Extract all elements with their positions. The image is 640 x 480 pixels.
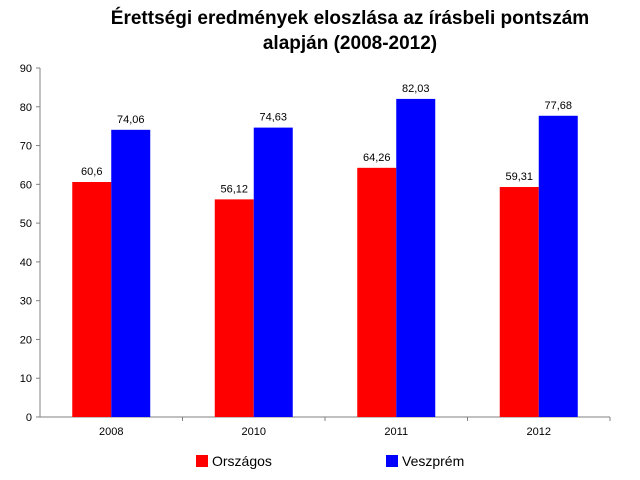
- y-tick-label: 50: [20, 218, 32, 230]
- y-tick-label: 40: [20, 257, 32, 269]
- data-label: 64,26: [363, 152, 391, 164]
- bar-orszagos-2012: [499, 187, 539, 417]
- bar-veszprem-2008: [111, 129, 151, 418]
- bar-veszprem-2011: [396, 98, 436, 418]
- data-label: 59,31: [505, 171, 533, 183]
- data-label: 60,6: [81, 166, 102, 178]
- legend: Országos Veszprém: [0, 453, 640, 473]
- legend-label-veszprem: Veszprém: [402, 453, 465, 469]
- y-tick-label: 30: [20, 296, 32, 308]
- legend-swatch-orszagos: [196, 455, 208, 467]
- bar-orszagos-2010: [214, 199, 254, 417]
- data-label: 56,12: [220, 183, 248, 195]
- data-label: 77,68: [544, 100, 572, 112]
- x-tick-label: 2010: [242, 426, 266, 438]
- chart-title-line-2: alapján (2008-2012): [262, 33, 438, 54]
- bar-veszprem-2010: [253, 127, 293, 418]
- bar-orszagos-2008: [72, 182, 112, 417]
- y-tick-label: 10: [20, 373, 32, 385]
- legend-item-orszagos: Országos: [196, 453, 272, 469]
- y-tick-label: 90: [20, 63, 32, 75]
- data-label: 74,06: [117, 114, 145, 126]
- bar-veszprem-2012: [538, 115, 578, 417]
- x-tick-label: 2008: [99, 426, 123, 438]
- chart-title: Érettségi eredmények eloszlása az írásbe…: [60, 6, 640, 56]
- legend-label-orszagos: Országos: [212, 453, 272, 469]
- y-tick-label: 70: [20, 141, 32, 153]
- x-tick-label: 2011: [384, 426, 408, 438]
- chart-title-line-1: Érettségi eredmények eloszlása az írásbe…: [110, 8, 590, 29]
- legend-item-veszprem: Veszprém: [386, 453, 464, 469]
- y-tick-label: 20: [20, 334, 32, 346]
- data-label: 82,03: [402, 83, 430, 95]
- x-tick-label: 2012: [527, 426, 551, 438]
- y-tick-label: 80: [20, 102, 32, 114]
- data-label: 74,63: [259, 112, 287, 124]
- y-tick-label: 0: [26, 412, 32, 424]
- legend-swatch-veszprem: [386, 455, 398, 467]
- bar-orszagos-2011: [357, 167, 397, 417]
- y-tick-label: 60: [20, 179, 32, 191]
